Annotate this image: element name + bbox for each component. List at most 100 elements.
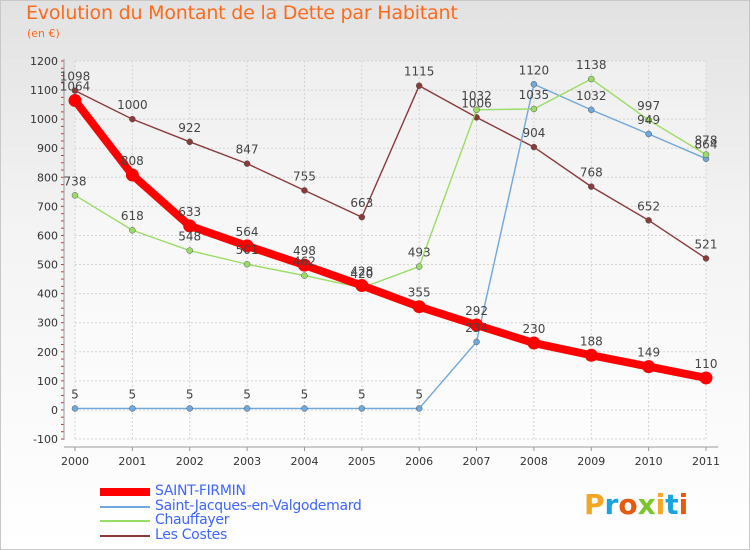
data-point [473, 106, 480, 114]
data-point [358, 213, 366, 221]
data-label: 1115 [404, 65, 435, 79]
data-label: 149 [637, 346, 660, 360]
data-label: 652 [637, 199, 660, 213]
legend-label: Chauffayer [155, 512, 230, 528]
data-label: 1032 [576, 89, 607, 103]
data-point [186, 247, 193, 254]
data-point [240, 239, 254, 253]
x-tick-label: 2003 [233, 455, 261, 468]
data-point [473, 338, 480, 346]
data-point [584, 348, 598, 362]
data-point [71, 192, 79, 199]
data-point [243, 160, 251, 167]
y-tick-label: 900 [37, 142, 58, 155]
legend-swatch [100, 534, 150, 537]
data-point [588, 75, 595, 83]
data-label: 188 [580, 334, 603, 348]
x-tick-label: 2008 [520, 455, 548, 468]
x-tick-label: 2010 [635, 455, 663, 468]
x-tick-label: 2000 [61, 455, 89, 468]
data-point [412, 300, 426, 314]
data-point [358, 405, 366, 412]
data-label: 768 [580, 166, 603, 180]
series-line [74, 78, 707, 289]
data-point [415, 263, 423, 270]
data-point [588, 183, 595, 190]
data-label: 5 [243, 387, 251, 401]
data-label: 1035 [519, 88, 550, 102]
y-tick-label: 700 [37, 200, 58, 213]
data-point [415, 405, 423, 412]
data-label: 355 [408, 286, 431, 300]
data-label: 949 [637, 113, 660, 127]
x-tick-label: 2009 [577, 455, 605, 468]
data-label: 1006 [461, 96, 492, 110]
data-label: 1000 [117, 98, 148, 112]
data-label: 110 [695, 357, 718, 371]
data-point [297, 258, 311, 272]
data-point [530, 81, 538, 88]
data-point [645, 116, 652, 124]
data-point [183, 219, 197, 233]
data-point [125, 168, 139, 182]
data-point [71, 87, 79, 94]
data-label: 618 [121, 209, 144, 223]
chart-subtitle: (en €) [27, 27, 60, 40]
series-line [71, 96, 710, 382]
data-point [699, 371, 713, 385]
data-label: 5 [301, 387, 309, 401]
data-label: 292 [465, 304, 488, 318]
data-label: 420 [350, 267, 373, 281]
legend-swatch [100, 520, 150, 522]
proxiti-logo: Proxiti [584, 488, 689, 521]
data-point [186, 405, 193, 412]
data-label: 738 [64, 174, 87, 188]
data-label: 997 [637, 99, 660, 113]
plot-area [75, 61, 706, 439]
x-tick-label: 2006 [405, 455, 433, 468]
data-point [243, 260, 251, 268]
data-label: 1120 [519, 63, 550, 77]
data-point [301, 272, 308, 279]
data-label: 564 [236, 225, 259, 239]
data-label: 501 [236, 243, 259, 257]
data-point [68, 94, 82, 108]
data-label: 755 [293, 169, 316, 183]
data-point [588, 106, 595, 114]
data-label: 5 [71, 387, 79, 401]
data-point [530, 143, 538, 151]
data-point [702, 151, 710, 158]
data-label: 1032 [461, 89, 492, 103]
legend-label: SAINT-FIRMIN [155, 483, 246, 499]
y-tick-label: 800 [37, 171, 58, 184]
data-label: 462 [293, 255, 316, 269]
data-label: 428 [350, 264, 373, 278]
data-point [645, 217, 652, 224]
y-tick-label: 500 [37, 259, 58, 272]
series-line [74, 85, 707, 260]
x-tick-label: 2011 [692, 455, 720, 468]
data-label: 633 [178, 205, 201, 219]
y-tick-label: 600 [37, 229, 58, 242]
data-label: 5 [129, 387, 137, 401]
y-tick-label: 0 [51, 404, 58, 417]
data-label: 808 [121, 154, 144, 168]
data-label: 847 [236, 143, 259, 157]
y-tick-label: 100 [37, 375, 58, 388]
data-label: 864 [695, 138, 718, 152]
x-tick-label: 2002 [176, 455, 204, 468]
data-label: 498 [293, 244, 316, 258]
y-tick-label: 300 [37, 317, 58, 330]
data-point [301, 405, 308, 412]
chart-title: Evolution du Montant de la Dette par Hab… [26, 2, 458, 24]
data-point [301, 187, 308, 194]
data-label: 1098 [60, 70, 91, 84]
legend-swatch [100, 505, 150, 508]
y-tick-label: 1100 [30, 84, 58, 97]
series-line [74, 83, 707, 410]
data-label: 922 [178, 121, 201, 135]
y-tick-label: 400 [37, 288, 58, 301]
x-tick-label: 2004 [290, 455, 318, 468]
